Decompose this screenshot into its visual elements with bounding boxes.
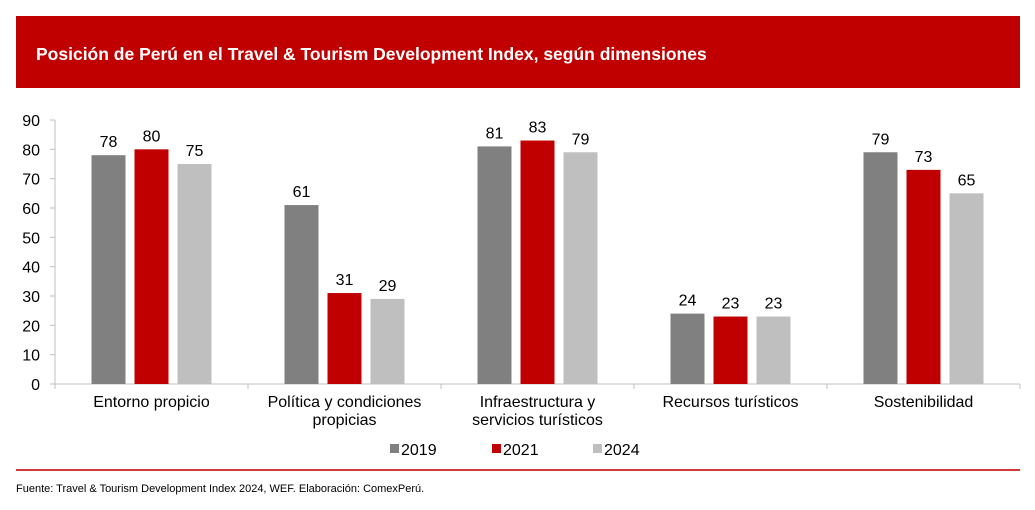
bar-2019 bbox=[91, 155, 126, 384]
x-tick-label: Sostenibilidad bbox=[874, 394, 974, 411]
bar-2021 bbox=[906, 169, 941, 384]
chart-header-banner: Posición de Perú en el Travel & Tourism … bbox=[16, 16, 1020, 88]
data-label: 79 bbox=[572, 131, 590, 148]
bar-2019 bbox=[477, 146, 512, 384]
x-tick-label: Infraestructura y bbox=[480, 394, 596, 411]
x-tick-label: Entorno propicio bbox=[93, 394, 210, 411]
legend-label: 2019 bbox=[401, 442, 437, 459]
bar-2021 bbox=[520, 140, 555, 384]
y-tick-label: 30 bbox=[22, 289, 40, 306]
y-tick-label: 40 bbox=[22, 260, 40, 277]
x-tick-label: Política y condiciones bbox=[268, 394, 422, 411]
x-tick-label: Recursos turísticos bbox=[662, 394, 798, 411]
legend-label: 2024 bbox=[604, 442, 640, 459]
bar-2024 bbox=[563, 152, 598, 384]
bar-2021 bbox=[713, 316, 748, 384]
data-label: 31 bbox=[336, 272, 354, 289]
y-tick-label: 80 bbox=[22, 142, 40, 159]
source-note: Fuente: Travel & Tourism Development Ind… bbox=[16, 483, 425, 495]
legend-swatch-2019 bbox=[390, 444, 399, 453]
data-label: 81 bbox=[486, 125, 504, 142]
data-label: 79 bbox=[872, 131, 890, 148]
legend-swatch-2024 bbox=[593, 444, 602, 453]
footer-divider bbox=[16, 469, 1020, 471]
y-tick-label: 50 bbox=[22, 230, 40, 247]
data-label: 73 bbox=[915, 149, 933, 166]
bar-2024 bbox=[370, 298, 405, 384]
bar-2019 bbox=[670, 313, 705, 384]
data-label: 80 bbox=[143, 128, 161, 145]
bar-2019 bbox=[863, 152, 898, 384]
legend-label: 2021 bbox=[503, 442, 539, 459]
data-label: 61 bbox=[293, 184, 311, 201]
data-label: 83 bbox=[529, 120, 547, 137]
y-tick-label: 60 bbox=[22, 201, 40, 218]
chart-title: Posición de Perú en el Travel & Tourism … bbox=[36, 44, 707, 64]
data-label: 29 bbox=[379, 278, 397, 295]
y-tick-label: 0 bbox=[31, 377, 40, 394]
x-tick-label: servicios turísticos bbox=[472, 412, 603, 429]
y-tick-label: 70 bbox=[22, 172, 40, 189]
y-tick-label: 20 bbox=[22, 318, 40, 335]
data-label: 23 bbox=[765, 296, 783, 313]
bar-2024 bbox=[756, 316, 791, 384]
legend-swatch-2021 bbox=[492, 444, 501, 453]
bar-2019 bbox=[284, 205, 319, 384]
bar-2021 bbox=[134, 149, 169, 384]
x-tick-label: propicias bbox=[312, 412, 376, 429]
y-tick-label: 10 bbox=[22, 348, 40, 365]
bar-2024 bbox=[949, 193, 984, 384]
bar-2024 bbox=[177, 164, 212, 384]
y-tick-label: 90 bbox=[22, 113, 40, 130]
data-label: 75 bbox=[186, 143, 204, 160]
data-label: 65 bbox=[958, 172, 976, 189]
data-label: 78 bbox=[100, 134, 118, 151]
data-label: 24 bbox=[679, 293, 697, 310]
bar-2021 bbox=[327, 293, 362, 384]
data-label: 23 bbox=[722, 296, 740, 313]
